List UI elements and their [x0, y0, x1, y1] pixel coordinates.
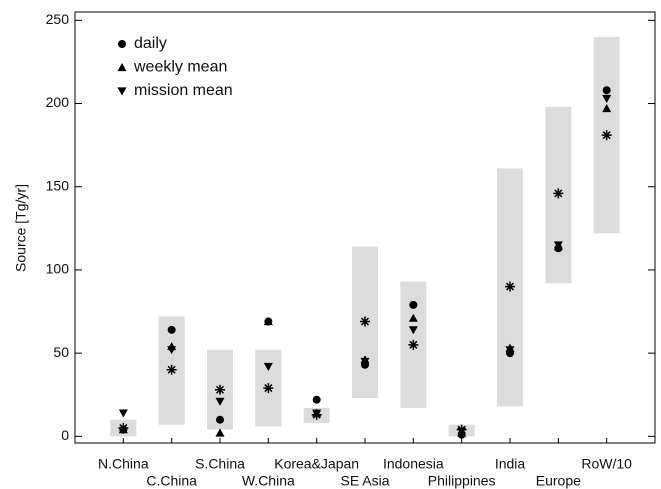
marker — [263, 362, 273, 371]
marker — [312, 395, 321, 404]
x-tick-label: India — [495, 456, 526, 472]
marker — [215, 428, 225, 437]
x-tick-label: Korea&Japan — [274, 456, 359, 472]
marker — [167, 325, 176, 334]
marker — [311, 409, 322, 420]
x-tick-label: SE Asia — [340, 473, 389, 489]
y-tick-label: 50 — [53, 344, 69, 360]
marker — [408, 326, 418, 335]
marker — [263, 383, 274, 394]
marker — [505, 281, 515, 292]
marker — [360, 357, 370, 366]
x-tick-label: C.China — [146, 473, 197, 489]
marker — [263, 317, 273, 326]
marker — [602, 94, 612, 104]
marker — [118, 423, 129, 434]
marker — [215, 397, 225, 406]
y-tick-label: 200 — [46, 94, 70, 110]
marker — [215, 384, 225, 395]
marker — [553, 188, 564, 199]
x-tick-label: S.China — [195, 456, 245, 472]
y-tick-label: 0 — [61, 427, 69, 443]
marker — [602, 104, 612, 113]
legend-label: mission mean — [134, 82, 233, 99]
marker — [601, 130, 612, 141]
marker — [166, 364, 177, 375]
y-axis-label: Source [Tg/yr] — [13, 184, 29, 272]
marker — [408, 313, 418, 322]
x-tick-label: N.China — [98, 456, 149, 472]
marker — [456, 424, 467, 435]
x-tick-label: Europe — [536, 473, 581, 489]
marker — [167, 346, 177, 355]
y-tick-label: 250 — [46, 11, 70, 27]
legend-marker — [117, 63, 127, 72]
legend-label: daily — [134, 35, 167, 52]
x-tick-label: W.China — [242, 473, 295, 489]
x-tick-label: Philippines — [428, 473, 496, 489]
legend-marker — [118, 40, 126, 48]
marker — [602, 86, 611, 95]
marker — [360, 316, 370, 327]
legend-marker — [117, 87, 127, 96]
marker — [118, 409, 128, 418]
x-tick-label: RoW/10 — [581, 456, 632, 472]
marker — [505, 346, 515, 355]
marker — [216, 415, 224, 424]
marker — [553, 241, 563, 250]
marker — [408, 339, 419, 350]
y-tick-label: 100 — [46, 261, 70, 277]
legend-label: weekly mean — [133, 59, 227, 76]
marker — [409, 300, 418, 309]
y-tick-label: 150 — [46, 177, 70, 193]
x-tick-label: Indonesia — [383, 456, 444, 472]
